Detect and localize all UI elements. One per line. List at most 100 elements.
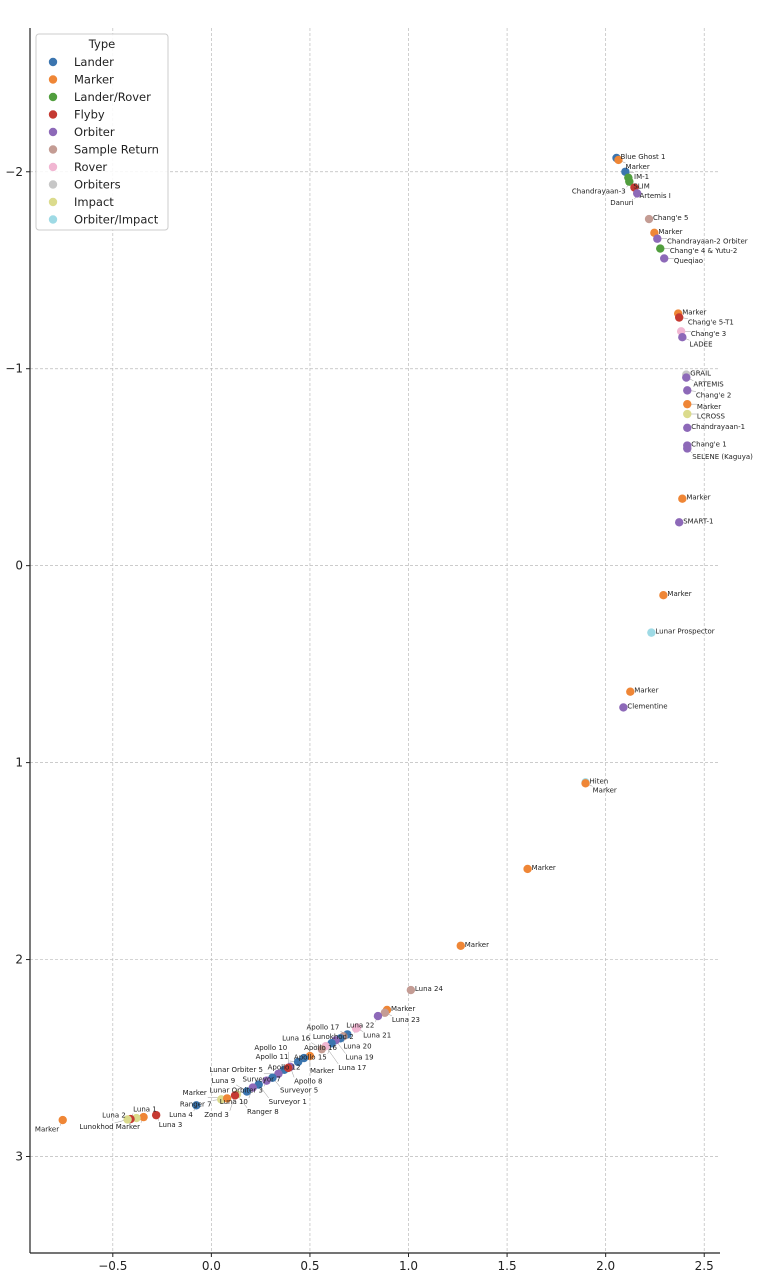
point-label: Apollo 17 bbox=[307, 1023, 340, 1031]
y-tick-label: 1 bbox=[15, 756, 23, 770]
x-tick-label: 2.5 bbox=[695, 1259, 714, 1273]
point-label: Apollo 11 bbox=[256, 1053, 289, 1061]
data-point bbox=[626, 687, 635, 696]
data-point bbox=[456, 941, 465, 950]
point-label: Ranger 7 bbox=[180, 1100, 212, 1108]
point-label: Marker bbox=[532, 864, 556, 872]
y-tick-label: −1 bbox=[5, 362, 23, 376]
data-point bbox=[523, 864, 532, 874]
point-label: Lunar Orbiter 3 bbox=[210, 1086, 263, 1094]
data-point bbox=[619, 703, 628, 712]
legend-label: Lander/Rover bbox=[74, 90, 151, 104]
legend-marker bbox=[48, 57, 58, 67]
x-tick-label: −0.5 bbox=[98, 1259, 127, 1273]
data-point bbox=[317, 1044, 326, 1054]
point-label: Luna 24 bbox=[415, 985, 444, 993]
data-point bbox=[274, 1069, 283, 1078]
legend-box bbox=[35, 33, 169, 231]
data-point bbox=[139, 1112, 148, 1122]
legend-marker bbox=[48, 145, 58, 154]
data-point bbox=[230, 1091, 240, 1100]
point-label: SELENE (Kaguya) bbox=[692, 453, 753, 461]
point-label: Luna 21 bbox=[363, 1032, 391, 1040]
point-label: Blue Ghost 1 bbox=[621, 153, 666, 161]
point-label: Marker bbox=[667, 590, 691, 598]
data-point bbox=[678, 333, 687, 342]
point-label: Hiten bbox=[590, 777, 609, 785]
point-label: Luna 16 bbox=[282, 1035, 311, 1043]
point-label: GRAIL bbox=[690, 370, 711, 378]
data-point bbox=[581, 779, 590, 788]
point-label: Marker bbox=[391, 1005, 415, 1013]
data-point bbox=[58, 1115, 67, 1125]
point-label: Chang'e 1 bbox=[691, 441, 726, 449]
point-label: Luna 23 bbox=[392, 1016, 420, 1024]
point-label: Apollo 15 bbox=[294, 1054, 327, 1062]
point-label: Clementine bbox=[627, 702, 667, 710]
point-label: Chandrayaan-3 bbox=[572, 187, 626, 195]
point-label: Marker bbox=[183, 1089, 207, 1097]
point-label: Lunar Prospector bbox=[655, 628, 714, 636]
legend-marker bbox=[48, 75, 58, 84]
legend-marker bbox=[48, 180, 58, 189]
legend-marker bbox=[48, 215, 58, 224]
point-label: Luna 10 bbox=[220, 1098, 248, 1106]
x-tick-label: 1.5 bbox=[498, 1259, 517, 1273]
data-point bbox=[406, 985, 416, 995]
point-label: Lunar Orbiter 5 bbox=[209, 1066, 262, 1074]
point-label: Chang'e 4 & Yutu-2 bbox=[670, 247, 737, 255]
legend-label: Orbiters bbox=[74, 178, 121, 192]
data-point bbox=[678, 494, 687, 503]
point-label: Chang'e 5-T1 bbox=[688, 319, 734, 327]
data-point bbox=[123, 1115, 132, 1124]
data-point bbox=[242, 1087, 252, 1096]
data-point bbox=[644, 214, 654, 224]
point-label: Apollo 16 bbox=[304, 1044, 337, 1052]
data-point bbox=[614, 155, 623, 165]
data-point bbox=[683, 423, 692, 432]
point-label: Zond 3 bbox=[204, 1111, 229, 1119]
data-point bbox=[683, 386, 692, 395]
point-label: Chandrayaan-2 Orbiter bbox=[667, 237, 748, 245]
point-label: Marker bbox=[686, 494, 710, 502]
data-point bbox=[625, 177, 634, 186]
point-label: Luna 20 bbox=[343, 1042, 371, 1050]
point-label: Marker bbox=[682, 309, 706, 317]
point-label: Chang'e 5 bbox=[653, 214, 688, 222]
point-label: Luna 2 bbox=[102, 1112, 126, 1120]
data-point bbox=[660, 254, 669, 263]
legend-marker bbox=[48, 197, 58, 207]
legend-marker bbox=[48, 162, 58, 172]
x-tick-label: 0.0 bbox=[202, 1259, 221, 1273]
data-point bbox=[674, 518, 684, 527]
point-label: Surveyor 1 bbox=[269, 1098, 307, 1106]
point-label: Marker bbox=[634, 687, 658, 695]
point-label: Marker bbox=[465, 941, 489, 949]
data-point bbox=[353, 1023, 362, 1032]
point-label: Lunokhod bbox=[79, 1123, 113, 1131]
data-point bbox=[284, 1063, 293, 1073]
point-label: Luna 22 bbox=[346, 1022, 374, 1030]
legend-label: Lander bbox=[74, 55, 114, 69]
x-tick-label: 1.0 bbox=[399, 1259, 418, 1273]
point-label: SMART-1 bbox=[683, 517, 713, 525]
data-points bbox=[58, 153, 692, 1125]
legend-label: Marker bbox=[74, 73, 114, 87]
point-label: SLIM bbox=[633, 182, 649, 190]
point-label: IM-1 bbox=[634, 173, 649, 181]
legend-label: Orbiter/Impact bbox=[74, 213, 159, 227]
x-tick-label: 2.0 bbox=[596, 1259, 615, 1273]
data-point bbox=[373, 1011, 383, 1021]
data-point bbox=[248, 1083, 257, 1092]
legend-title: Type bbox=[88, 37, 115, 51]
point-label: Apollo 8 bbox=[294, 1077, 322, 1085]
leader-lines bbox=[59, 159, 697, 1126]
point-label: Chandrayaan-1 bbox=[691, 423, 745, 431]
legend-label: Sample Return bbox=[74, 143, 159, 157]
data-point bbox=[682, 373, 691, 382]
point-label: Apollo 10 bbox=[254, 1044, 287, 1052]
point-label: Marker bbox=[593, 786, 617, 794]
data-point bbox=[151, 1110, 161, 1120]
